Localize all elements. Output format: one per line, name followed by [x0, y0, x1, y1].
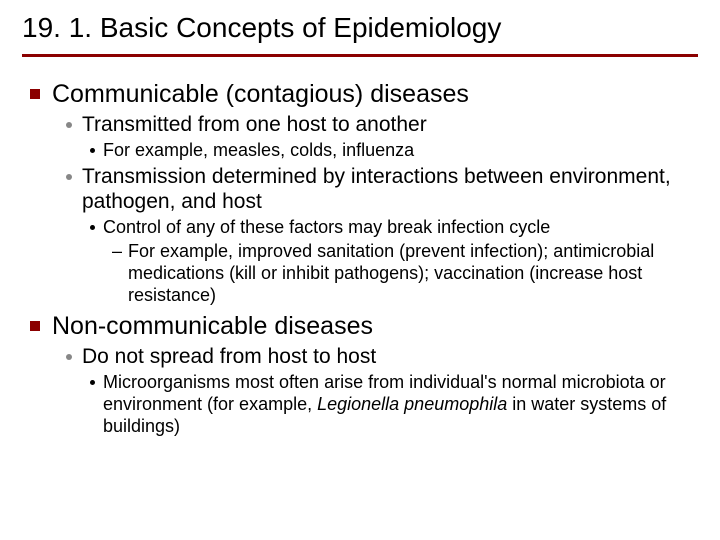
section-heading-text: Non-communicable diseases	[52, 311, 373, 342]
section-heading: Communicable (contagious) diseases	[22, 79, 698, 110]
sub-item: Control of any of these factors may brea…	[90, 217, 698, 239]
slide-container: 19. 1. Basic Concepts of Epidemiology Co…	[0, 0, 720, 438]
square-bullet-icon	[30, 89, 40, 99]
subsub-item: –For example, improved sanitation (preve…	[112, 241, 698, 307]
sub-item-text: Control of any of these factors may brea…	[103, 217, 550, 239]
list-item: Do not spread from host to host	[66, 344, 698, 370]
slide-title: 19. 1. Basic Concepts of Epidemiology	[22, 12, 698, 44]
title-rule	[22, 54, 698, 57]
section-heading: Non-communicable diseases	[22, 311, 698, 342]
list-item-text: Do not spread from host to host	[82, 344, 376, 370]
sub-item-text: For example, measles, colds, influenza	[103, 140, 414, 162]
dot-bullet-icon	[66, 174, 72, 180]
dot-bullet-icon	[66, 122, 72, 128]
square-bullet-icon	[30, 321, 40, 331]
small-dot-bullet-icon	[90, 225, 95, 230]
list-item-text: Transmission determined by interactions …	[82, 164, 698, 215]
sub-item-text: Microorganisms most often arise from ind…	[103, 372, 698, 438]
sub-item: Microorganisms most often arise from ind…	[90, 372, 698, 438]
sub-item: For example, measles, colds, influenza	[90, 140, 698, 162]
small-dot-bullet-icon	[90, 148, 95, 153]
section-heading-text: Communicable (contagious) diseases	[52, 79, 469, 110]
list-item: Transmitted from one host to another	[66, 112, 698, 138]
list-item-text: Transmitted from one host to another	[82, 112, 427, 138]
dash-bullet-icon: –	[112, 241, 122, 263]
dot-bullet-icon	[66, 354, 72, 360]
subsub-item-text: For example, improved sanitation (preven…	[128, 241, 698, 307]
content-list: Communicable (contagious) diseasesTransm…	[22, 79, 698, 438]
list-item: Transmission determined by interactions …	[66, 164, 698, 215]
small-dot-bullet-icon	[90, 380, 95, 385]
